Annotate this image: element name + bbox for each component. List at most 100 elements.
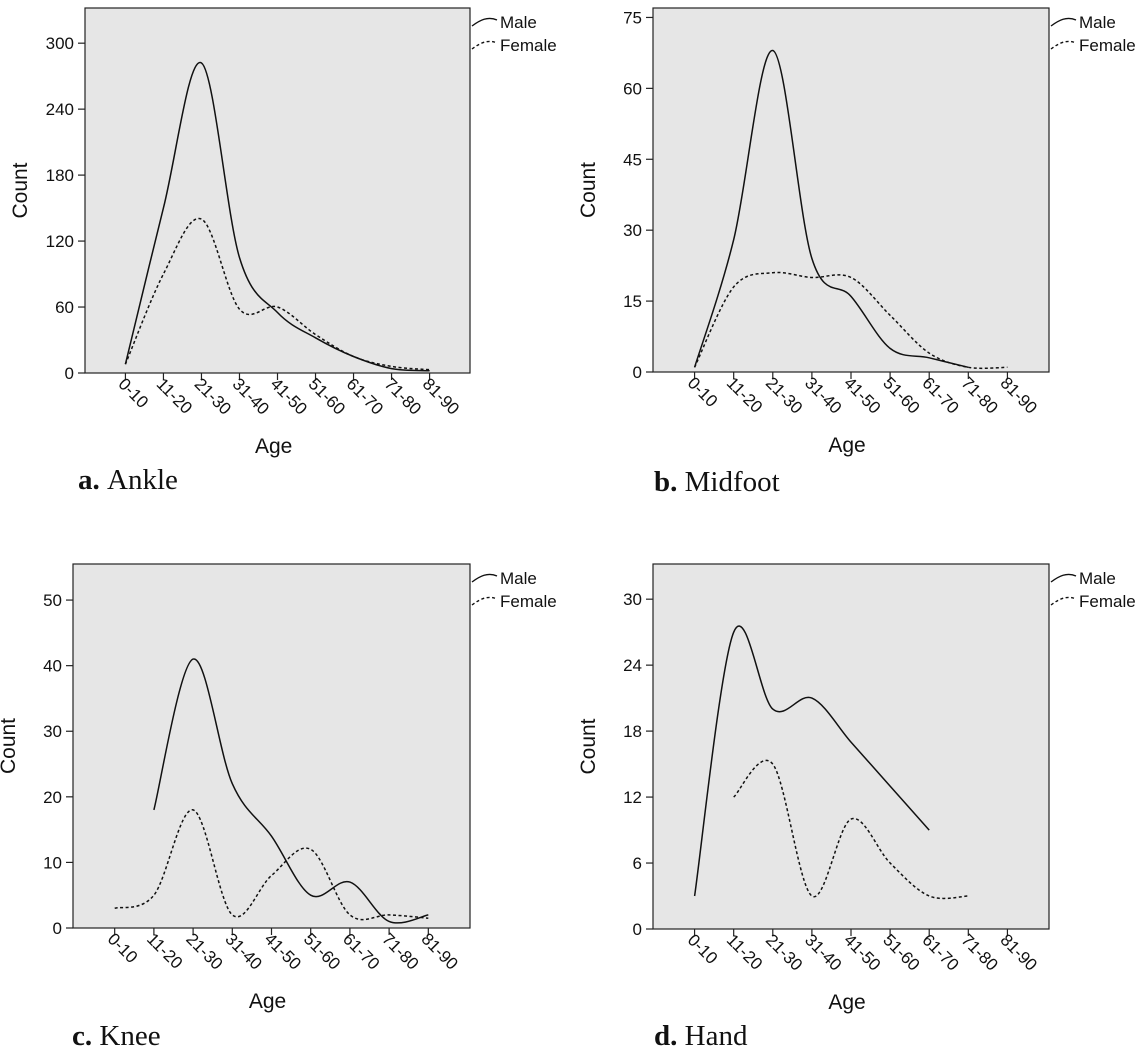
panel-caption: c. Knee — [72, 1020, 161, 1052]
x-tick-label: 21-30 — [762, 930, 806, 974]
x-tick-label: 0-10 — [684, 373, 721, 410]
plot-area — [652, 7, 1050, 373]
x-tick-label: 31-40 — [801, 373, 845, 417]
panel-caption-text: Hand — [685, 1020, 748, 1052]
panel-caption-letter: c. — [72, 1020, 99, 1052]
panel-caption: d. Hand — [654, 1020, 748, 1052]
y-tick-label: 0 — [53, 919, 62, 938]
x-tick-label: 71-80 — [378, 929, 422, 973]
y-tick-label: 60 — [623, 79, 642, 98]
y-tick-label: 0 — [65, 364, 74, 383]
legend-label-male: Male — [500, 13, 537, 32]
x-tick-label: 21-30 — [182, 929, 226, 973]
x-tick-label: 41-50 — [267, 374, 311, 418]
y-tick-label: 180 — [46, 166, 74, 185]
chart-panel-2: 0 15 30 45 60 75 0-10 11-2021-3031-4041-5051-60… — [577, 7, 1136, 498]
panel-caption-text: Midfoot — [685, 466, 780, 498]
x-tick-label: 81-90 — [417, 929, 461, 973]
series-line-male — [693, 49, 969, 369]
series-line-male — [124, 62, 430, 372]
x-tick-label: 81-90 — [997, 373, 1041, 417]
y-tick-label: 30 — [623, 221, 642, 240]
x-tick-label: 51-60 — [879, 373, 923, 417]
x-axis-title: Age — [255, 435, 292, 458]
y-tick-label: 120 — [46, 232, 74, 251]
plot-area — [84, 7, 471, 374]
y-tick-label: 15 — [623, 292, 642, 311]
series-line-female — [124, 217, 430, 371]
y-tick-label: 30 — [623, 590, 642, 609]
legend-swatch-male — [1050, 17, 1077, 27]
x-tick-label: 61-70 — [343, 374, 387, 418]
legend-label-male: Male — [500, 569, 537, 588]
x-tick-label: 81-90 — [997, 930, 1041, 974]
x-tick-label: 11-20 — [723, 930, 766, 973]
legend-label-male: Male — [1079, 569, 1116, 588]
x-tick-label: 31-40 — [229, 374, 273, 418]
y-tick-label: 18 — [623, 722, 642, 741]
x-axis-title: Age — [249, 990, 286, 1013]
legend-label-male: Male — [1079, 13, 1116, 32]
y-axis-title: Count — [9, 162, 32, 218]
x-tick-label: 61-70 — [918, 930, 962, 974]
legend-swatch-male — [471, 17, 498, 27]
series-line-male — [153, 658, 429, 924]
x-tick-label: 51-60 — [879, 930, 923, 974]
legend-swatch-male — [471, 573, 498, 583]
panel-caption: a. Ankle — [78, 464, 178, 496]
legend-label-female: Female — [500, 36, 557, 55]
legend-swatch-female — [1050, 40, 1077, 50]
y-tick-label: 0 — [633, 920, 642, 939]
legend-swatch-female — [1050, 596, 1077, 606]
x-tick-label: 31-40 — [801, 930, 845, 974]
chart-panel-4: 0 6 12 18 24 30 0-10 11-2021-3031-4041-5051-606… — [577, 563, 1136, 1052]
series-line-male — [693, 625, 930, 897]
x-tick-label: 71-80 — [957, 930, 1001, 974]
panel-caption-letter: a. — [78, 464, 107, 496]
y-tick-label: 240 — [46, 100, 74, 119]
legend-swatch-male — [1050, 573, 1077, 583]
x-tick-label: 71-80 — [957, 373, 1001, 417]
plot-area — [72, 563, 471, 929]
y-tick-label: 40 — [43, 657, 62, 676]
y-tick-label: 0 — [633, 363, 642, 382]
y-axis-title: Count — [0, 718, 20, 774]
y-axis-title: Count — [577, 162, 600, 218]
legend-swatch-female — [471, 40, 498, 50]
x-tick-label: 0-10 — [104, 929, 141, 966]
x-tick-label: 71-80 — [381, 374, 425, 418]
panel-caption-text: Knee — [99, 1020, 160, 1052]
legend-label-female: Female — [500, 592, 557, 611]
x-tick-label: 11-20 — [143, 929, 186, 972]
x-tick-label: 21-30 — [762, 373, 806, 417]
x-tick-label: 21-30 — [191, 374, 235, 418]
legend-swatch-female — [471, 596, 498, 606]
series-line-female — [114, 809, 429, 921]
y-axis-title: Count — [577, 718, 600, 774]
x-tick-label: 0-10 — [684, 930, 721, 967]
y-tick-label: 50 — [43, 591, 62, 610]
x-tick-label: 11-20 — [723, 373, 766, 416]
x-tick-label: 51-60 — [305, 374, 349, 418]
y-tick-label: 24 — [623, 656, 642, 675]
panel-caption-letter: b. — [654, 466, 685, 498]
x-axis-title: Age — [828, 434, 865, 457]
panel-caption: b. Midfoot — [654, 466, 780, 498]
panel-caption-text: Ankle — [107, 464, 178, 496]
panel-caption-letter: d. — [654, 1020, 685, 1052]
y-tick-label: 20 — [43, 788, 62, 807]
x-tick-label: 81-90 — [419, 374, 463, 418]
y-tick-label: 10 — [43, 853, 62, 872]
chart-panel-1: 0 60 120 180 240 300 0-10 11-2021-3031-4041-505… — [9, 7, 557, 496]
chart-panel-3: 0 10 20 30 40 50 0-10 11-2021-3031-4041-5051-60… — [0, 563, 557, 1052]
x-tick-label: 0-10 — [115, 374, 152, 411]
y-tick-label: 45 — [623, 150, 642, 169]
x-axis-title: Age — [828, 991, 865, 1014]
plot-area — [652, 563, 1050, 930]
y-tick-label: 12 — [623, 788, 642, 807]
series-line-female — [693, 271, 1008, 370]
legend-label-female: Female — [1079, 36, 1136, 55]
x-tick-label: 41-50 — [840, 373, 884, 417]
x-tick-label: 61-70 — [918, 373, 962, 417]
